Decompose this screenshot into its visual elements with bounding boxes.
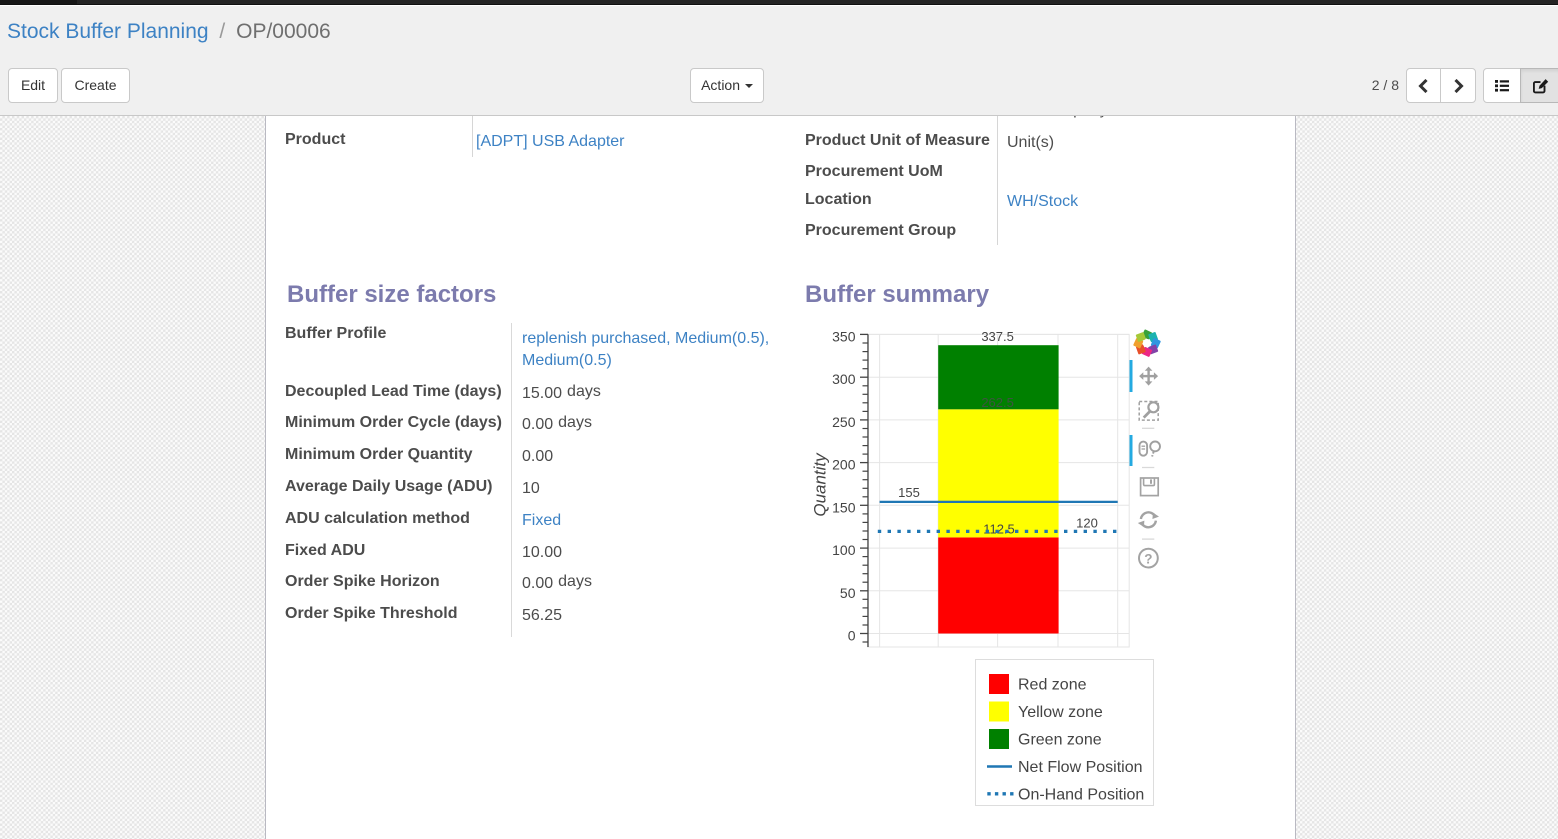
svg-text:112.5: 112.5 bbox=[983, 521, 1015, 536]
svg-text:Red zone: Red zone bbox=[1018, 677, 1087, 694]
svg-text:120: 120 bbox=[1076, 516, 1098, 531]
svg-text:0: 0 bbox=[848, 628, 856, 644]
svg-text:Green zone: Green zone bbox=[1018, 732, 1102, 749]
svg-text:300: 300 bbox=[832, 371, 856, 387]
svg-text:262.5: 262.5 bbox=[981, 395, 1014, 410]
svg-text:50: 50 bbox=[840, 585, 856, 601]
svg-text:Net Flow Position: Net Flow Position bbox=[1018, 759, 1143, 776]
svg-text:200: 200 bbox=[832, 457, 856, 473]
svg-text:350: 350 bbox=[832, 328, 856, 344]
svg-text:?: ? bbox=[1144, 551, 1152, 566]
svg-text:155: 155 bbox=[898, 485, 920, 500]
svg-text:250: 250 bbox=[832, 414, 856, 430]
svg-text:150: 150 bbox=[832, 499, 856, 515]
svg-text:Quantity: Quantity bbox=[810, 452, 829, 517]
svg-text:On-Hand Position: On-Hand Position bbox=[1018, 786, 1144, 803]
svg-text:337.5: 337.5 bbox=[981, 329, 1014, 344]
svg-text:Yellow zone: Yellow zone bbox=[1018, 704, 1103, 721]
svg-text:100: 100 bbox=[832, 542, 856, 558]
